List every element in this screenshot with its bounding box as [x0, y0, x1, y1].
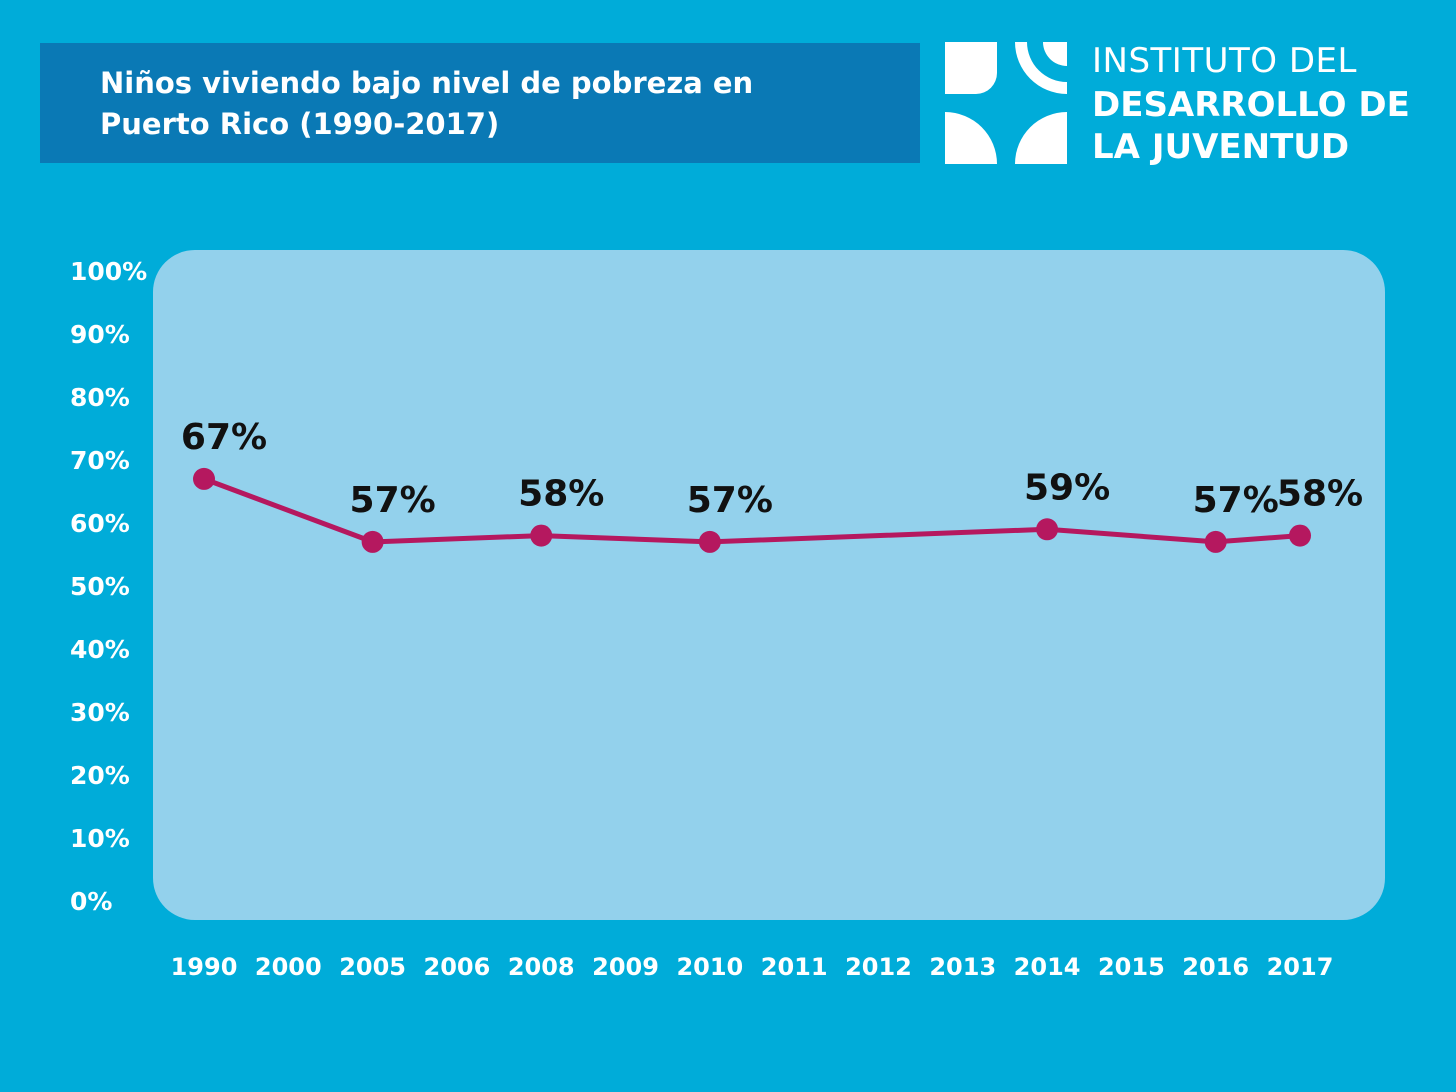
data-point [530, 524, 553, 547]
y-tick-label: 60% [70, 509, 130, 538]
logo-line-2: DESARROLLO DE [1092, 85, 1410, 125]
y-tick-label: 80% [70, 383, 130, 412]
x-tick-label: 1990 [171, 953, 238, 981]
plot-area [153, 250, 1385, 920]
y-tick-label: 10% [70, 824, 130, 853]
data-point [1036, 518, 1059, 541]
x-tick-label: 2012 [845, 953, 912, 981]
data-point [361, 530, 384, 553]
x-tick-label: 2008 [508, 953, 575, 981]
x-tick-label: 2017 [1267, 953, 1334, 981]
data-point [1289, 524, 1311, 547]
data-label: 57% [687, 480, 773, 521]
logo-mark-icon [945, 42, 1067, 164]
y-tick-label: 90% [70, 320, 130, 349]
y-tick-label: 70% [70, 446, 130, 475]
y-tick-label: 30% [70, 698, 130, 727]
y-tick-label: 0% [70, 887, 112, 916]
x-tick-label: 2005 [339, 953, 406, 981]
data-label: 57% [350, 480, 436, 521]
data-label: 58% [1277, 474, 1363, 515]
x-tick-label: 2009 [592, 953, 659, 981]
y-tick-label: 100% [70, 257, 147, 286]
y-tick-label: 20% [70, 761, 130, 790]
x-tick-label: 2015 [1098, 953, 1165, 981]
x-axis-ticks: 1990 2000 2005 2006 2008 2009 2010 2011 2012 2013… [171, 953, 1334, 981]
data-point [1204, 530, 1227, 553]
data-label: 67% [181, 417, 267, 458]
data-point [193, 467, 215, 490]
data-label: 57% [1193, 480, 1279, 521]
x-tick-label: 2011 [761, 953, 828, 981]
y-tick-label: 50% [70, 572, 130, 601]
data-label: 58% [518, 474, 604, 515]
institute-logo: INSTITUTO DEL DESARROLLO DE LA JUVENTUD [945, 42, 1435, 168]
chart-title: Niños viviendo bajo nivel de pobreza en … [100, 66, 754, 141]
x-tick-label: 2013 [929, 953, 996, 981]
series-group: 67%57% 58% 57% 59% 57%58% [181, 417, 1363, 553]
y-tick-label: 40% [70, 635, 130, 664]
logo-line-1: INSTITUTO DEL [1092, 41, 1357, 81]
title-banner: Niños viviendo bajo nivel de pobreza en … [40, 43, 920, 163]
y-axis-ticks: 0% 10% 20% 30% 40% 50% 60% 70% 80% 90% 100% [70, 257, 147, 916]
x-tick-label: 2016 [1182, 953, 1249, 981]
x-tick-label: 2000 [255, 953, 322, 981]
logo-text: INSTITUTO DEL DESARROLLO DE LA JUVENTUD [1092, 42, 1410, 168]
x-tick-label: 2014 [1014, 953, 1081, 981]
x-tick-label: 2010 [676, 953, 743, 981]
logo-line-3: LA JUVENTUD [1092, 127, 1350, 167]
data-label: 59% [1024, 467, 1110, 508]
data-point [698, 530, 721, 553]
x-tick-label: 2006 [424, 953, 491, 981]
